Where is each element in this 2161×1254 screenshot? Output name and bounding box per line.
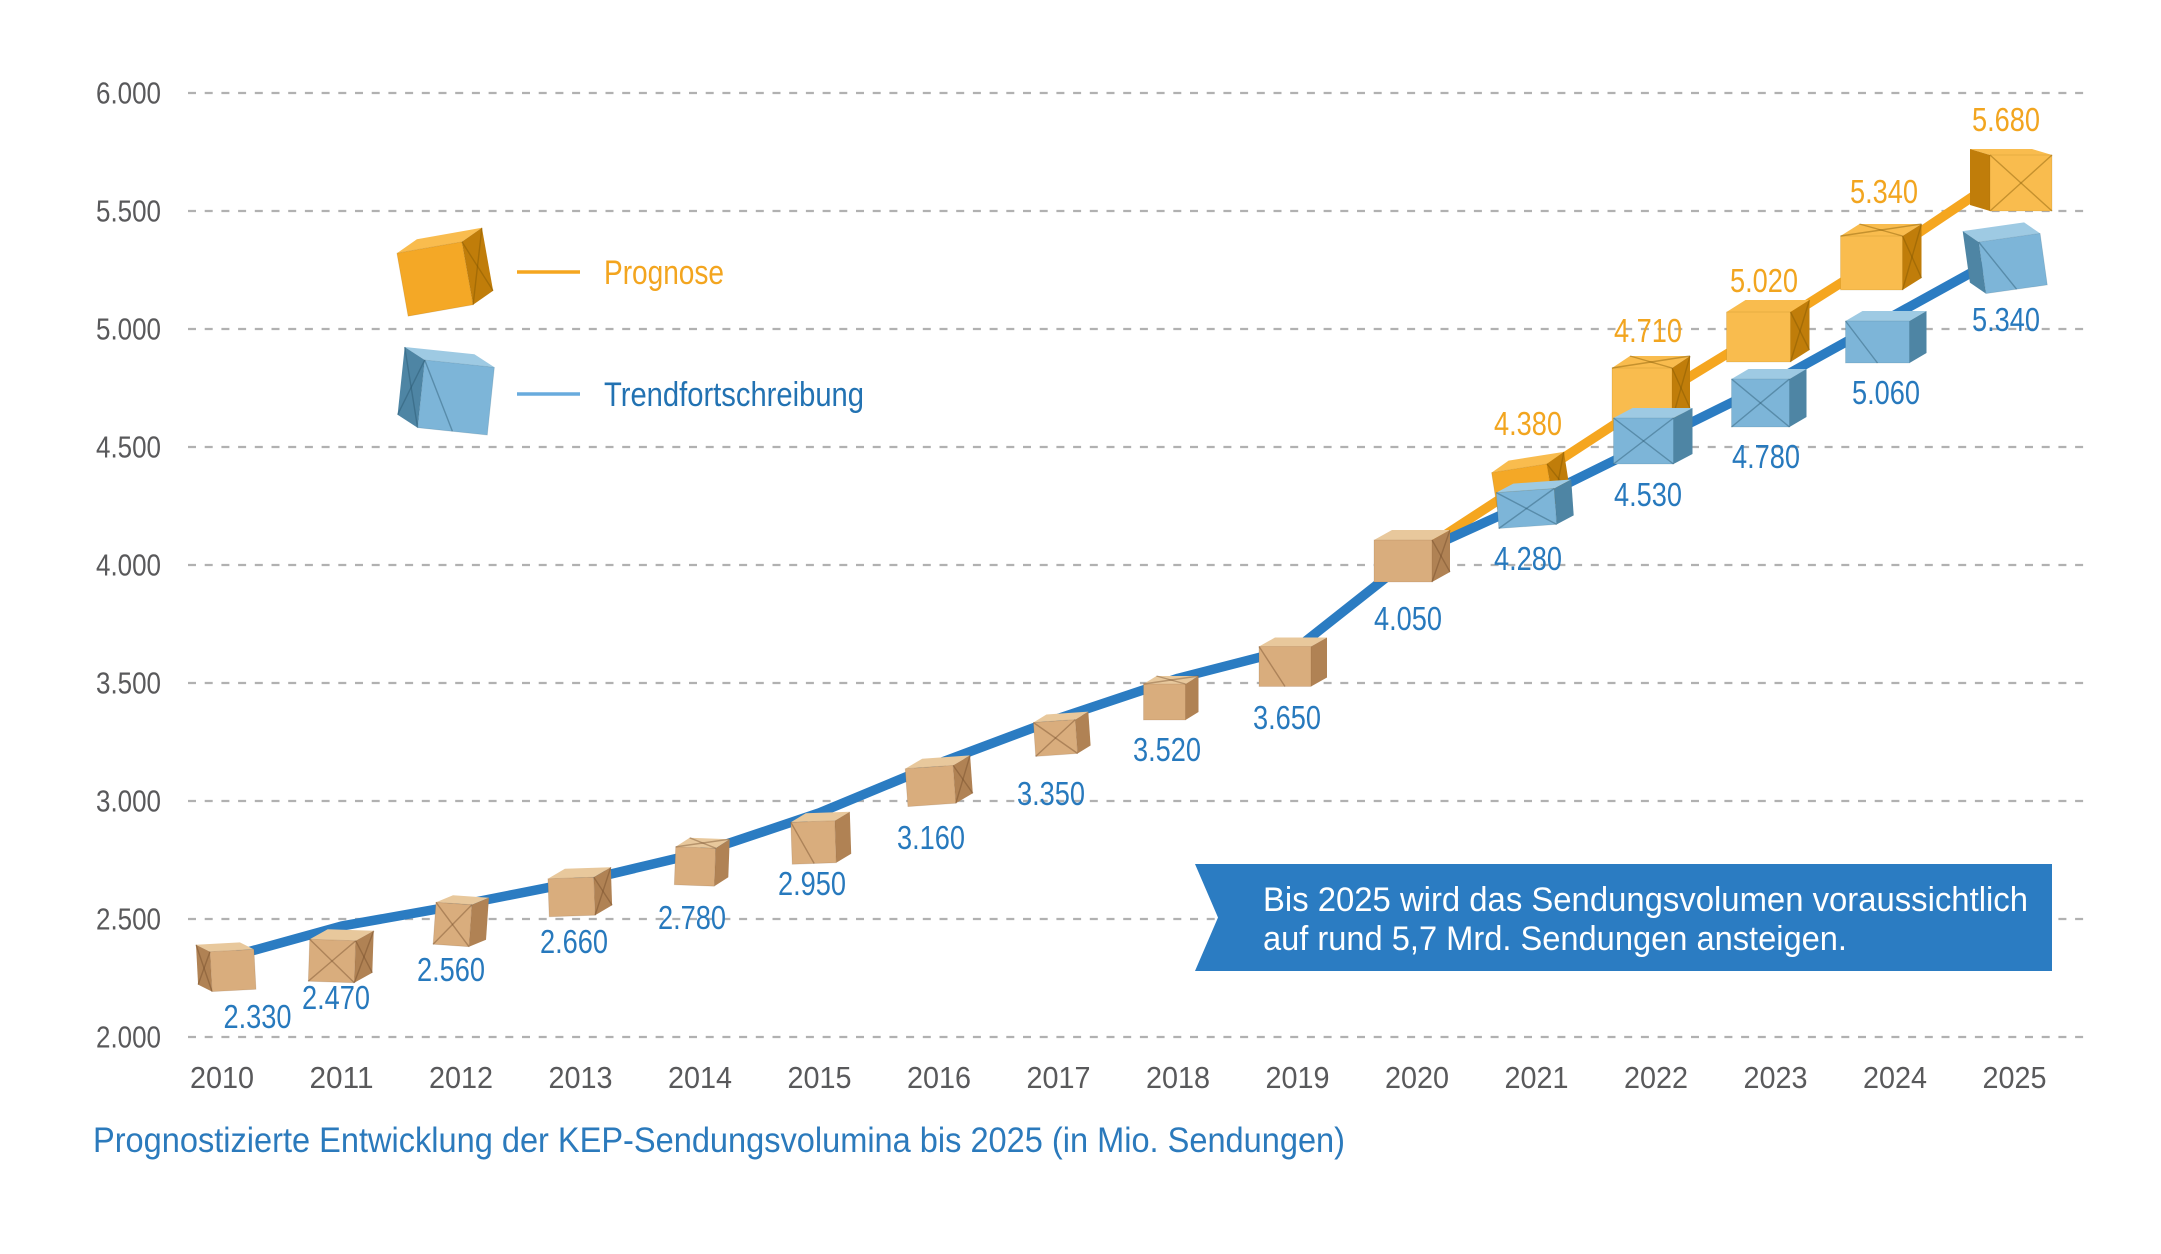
svg-text:2016: 2016 bbox=[907, 1061, 971, 1095]
svg-text:3.650: 3.650 bbox=[1253, 699, 1321, 736]
svg-text:2013: 2013 bbox=[549, 1061, 613, 1095]
svg-text:3.350: 3.350 bbox=[1017, 775, 1085, 812]
svg-text:2015: 2015 bbox=[788, 1061, 852, 1095]
svg-text:4.380: 4.380 bbox=[1494, 405, 1562, 442]
svg-text:2024: 2024 bbox=[1863, 1061, 1927, 1095]
svg-text:4.710: 4.710 bbox=[1614, 312, 1682, 349]
svg-text:5.680: 5.680 bbox=[1972, 101, 2040, 138]
svg-text:4.280: 4.280 bbox=[1494, 540, 1562, 577]
svg-text:2.660: 2.660 bbox=[540, 923, 608, 960]
svg-text:2019: 2019 bbox=[1266, 1061, 1330, 1095]
svg-text:5.340: 5.340 bbox=[1850, 173, 1918, 210]
svg-text:6.000: 6.000 bbox=[96, 77, 161, 111]
svg-text:5.020: 5.020 bbox=[1730, 262, 1798, 299]
svg-text:2.330: 2.330 bbox=[224, 998, 292, 1035]
svg-text:4.000: 4.000 bbox=[96, 549, 161, 583]
svg-text:2025: 2025 bbox=[1983, 1061, 2047, 1095]
svg-text:Trendfortschreibung: Trendfortschreibung bbox=[604, 376, 864, 414]
svg-text:2.780: 2.780 bbox=[658, 899, 726, 936]
svg-text:Bis 2025 wird das Sendungsvolu: Bis 2025 wird das Sendungsvolumen voraus… bbox=[1263, 881, 2028, 919]
svg-text:4.050: 4.050 bbox=[1374, 600, 1442, 637]
svg-text:Prognostizierte Entwicklung de: Prognostizierte Entwicklung der KEP-Send… bbox=[93, 1121, 1345, 1160]
svg-text:2017: 2017 bbox=[1027, 1061, 1091, 1095]
svg-text:2011: 2011 bbox=[310, 1061, 374, 1095]
svg-text:4.780: 4.780 bbox=[1732, 438, 1800, 475]
svg-text:2.000: 2.000 bbox=[96, 1021, 161, 1055]
svg-text:4.500: 4.500 bbox=[96, 431, 161, 465]
svg-text:2020: 2020 bbox=[1385, 1061, 1449, 1095]
svg-text:2.500: 2.500 bbox=[96, 903, 161, 937]
svg-text:2.560: 2.560 bbox=[417, 951, 485, 988]
svg-text:2021: 2021 bbox=[1505, 1061, 1569, 1095]
svg-text:4.530: 4.530 bbox=[1614, 476, 1682, 513]
svg-text:2010: 2010 bbox=[190, 1061, 254, 1095]
svg-text:2.950: 2.950 bbox=[778, 865, 846, 902]
svg-text:3.000: 3.000 bbox=[96, 785, 161, 819]
svg-text:5.000: 5.000 bbox=[96, 313, 161, 347]
svg-text:3.500: 3.500 bbox=[96, 667, 161, 701]
svg-text:2023: 2023 bbox=[1744, 1061, 1808, 1095]
svg-text:3.160: 3.160 bbox=[897, 819, 965, 856]
svg-text:Prognose: Prognose bbox=[604, 254, 724, 292]
svg-text:2022: 2022 bbox=[1624, 1061, 1688, 1095]
svg-text:auf rund 5,7 Mrd. Sendungen an: auf rund 5,7 Mrd. Sendungen ansteigen. bbox=[1263, 920, 1847, 958]
svg-text:3.520: 3.520 bbox=[1133, 731, 1201, 768]
svg-text:5.500: 5.500 bbox=[96, 195, 161, 229]
svg-text:2014: 2014 bbox=[668, 1061, 732, 1095]
svg-text:5.340: 5.340 bbox=[1972, 301, 2040, 338]
svg-text:2018: 2018 bbox=[1146, 1061, 1210, 1095]
svg-text:5.060: 5.060 bbox=[1852, 374, 1920, 411]
svg-text:2012: 2012 bbox=[429, 1061, 493, 1095]
svg-text:2.470: 2.470 bbox=[302, 979, 370, 1016]
